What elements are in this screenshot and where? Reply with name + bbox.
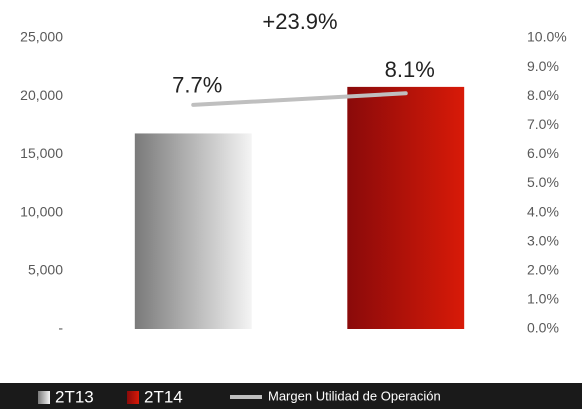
annotation: +23.9% [262,9,337,34]
y2-tick-label: 9.0% [527,58,559,74]
y-tick-label: 20,000 [20,87,63,103]
y2-tick-label: 1.0% [527,291,559,307]
y2-tick-label: 2.0% [527,262,559,278]
legend-swatch [127,391,139,404]
legend-background [0,383,582,409]
legend-label: 2T14 [144,387,183,406]
y2-tick-label: 10.0% [527,29,567,45]
y2-tick-label: 5.0% [527,174,559,190]
y-tick-label: 15,000 [20,145,63,161]
y2-tick-label: 8.0% [527,87,559,103]
legend-label: Margen Utilidad de Operación [268,388,441,403]
data-label: 8.1% [385,57,435,82]
y2-tick-label: 0.0% [527,320,559,336]
bar [347,86,465,329]
legend-swatch [38,391,50,404]
y2-tick-label: 7.0% [527,116,559,132]
y2-tick-label: 4.0% [527,203,559,219]
legend-label: 2T13 [55,387,94,406]
y-tick-label: 10,000 [20,203,63,219]
line [191,91,408,107]
y-tick-label: - [58,320,63,336]
bar [134,133,252,329]
data-label: 7.7% [172,73,222,98]
y2-tick-label: 6.0% [527,145,559,161]
y2-tick-label: 3.0% [527,232,559,248]
y-tick-label: 25,000 [20,29,63,45]
y-tick-label: 5,000 [28,262,63,278]
